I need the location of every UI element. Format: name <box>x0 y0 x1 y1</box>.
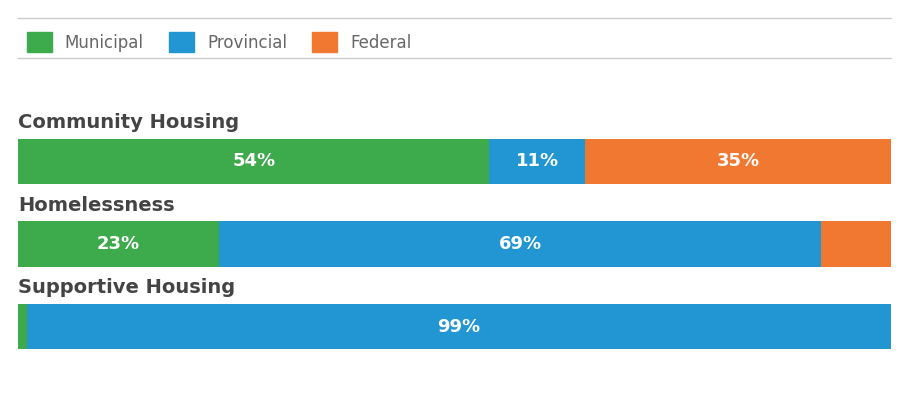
Bar <box>219 221 821 267</box>
Legend: Municipal, Provincial, Federal: Municipal, Provincial, Federal <box>26 32 412 52</box>
Bar <box>891 304 900 349</box>
Text: Supportive Housing: Supportive Housing <box>18 278 235 297</box>
Bar <box>18 139 489 184</box>
Text: Community Housing: Community Housing <box>18 113 239 132</box>
Text: 69%: 69% <box>498 235 542 253</box>
Text: 23%: 23% <box>97 235 140 253</box>
Text: 11%: 11% <box>515 152 559 170</box>
Text: Homelessness: Homelessness <box>18 196 175 215</box>
Bar <box>489 139 585 184</box>
Bar <box>18 304 27 349</box>
Text: 99%: 99% <box>437 318 481 336</box>
Bar <box>27 304 891 349</box>
Bar <box>18 221 219 267</box>
Text: 35%: 35% <box>716 152 760 170</box>
Text: 54%: 54% <box>232 152 275 170</box>
Bar <box>821 221 891 267</box>
Bar <box>585 139 891 184</box>
